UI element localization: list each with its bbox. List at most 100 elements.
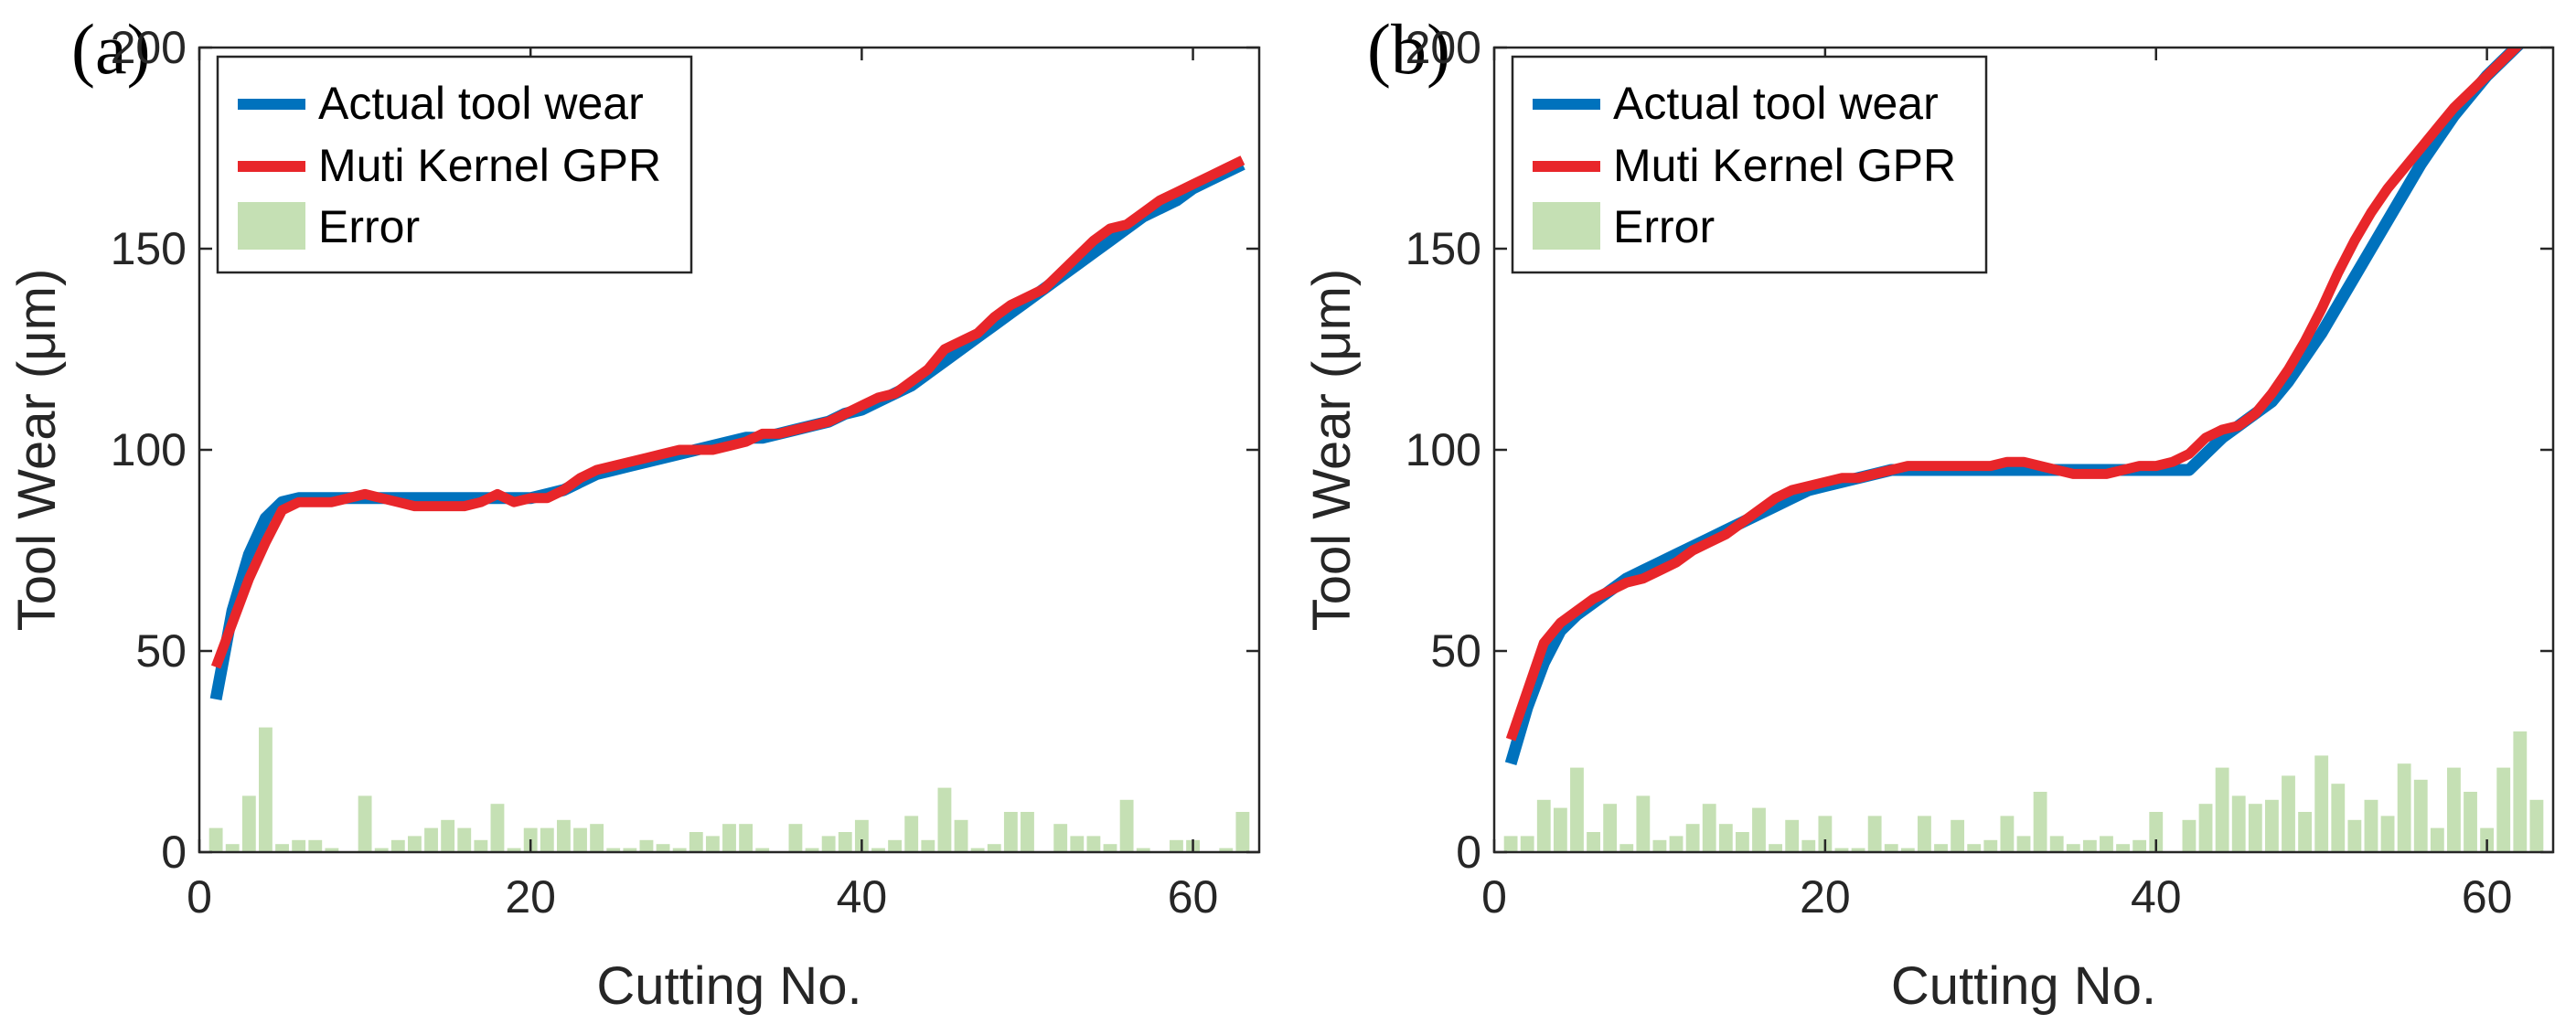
x-tick-label: 40 [2131, 871, 2182, 923]
error-bar [722, 824, 736, 852]
error-bar [441, 819, 455, 852]
error-bar [1103, 844, 1117, 852]
chart-panel-a: (a) 0 50 100 150 200 0 20 40 60 Cutting No. Tool We… [7, 9, 1261, 1016]
error-bar [656, 844, 670, 852]
error-bars [1503, 731, 2544, 852]
error-bar [2413, 779, 2428, 852]
panel-label: (b) [1367, 9, 1450, 89]
y-tick-label: 50 [135, 625, 187, 677]
error-bar [1070, 836, 1085, 852]
error-bar [2000, 816, 2015, 852]
error-bar [2298, 812, 2313, 852]
error-bar [225, 844, 240, 852]
legend-swatch-error [1533, 202, 1600, 250]
legend-label: Actual tool wear [1613, 78, 1939, 129]
error-bar [2082, 839, 2097, 852]
y-tick-label: 200 [111, 22, 187, 73]
error-bar [308, 839, 323, 852]
error-bar [407, 836, 422, 852]
error-bar [2513, 731, 2528, 852]
error-bar [2364, 799, 2378, 852]
legend-label: Actual tool wear [318, 78, 644, 129]
error-bar [358, 795, 372, 852]
error-bar [689, 832, 703, 852]
error-bar [1520, 836, 1534, 852]
legend-label: Error [318, 201, 420, 252]
error-bars [208, 727, 1250, 852]
error-bar [2380, 816, 2395, 852]
error-bar [1867, 816, 1882, 852]
error-bar [1219, 848, 1234, 852]
error-bar [2215, 767, 2229, 852]
chart-panel-b: (b) 0 50 100 150 200 0 20 40 60 Cutting No. Tool We… [1302, 9, 2555, 1016]
error-bar [639, 839, 654, 852]
error-bar [1503, 836, 1518, 852]
error-bar [838, 832, 852, 852]
error-bar [1119, 799, 1134, 852]
error-bar [1685, 824, 1700, 852]
error-bar [1603, 804, 1618, 852]
muti-kernel-gpr-line [210, 155, 1245, 669]
error-bar [2100, 836, 2113, 852]
error-bar [871, 848, 885, 852]
error-bar [2066, 844, 2080, 852]
error-bar [606, 848, 621, 852]
y-axis-label: Tool Wear (μm) [1302, 269, 1362, 632]
y-tick-label: 100 [111, 424, 187, 475]
error-bar [2016, 836, 2031, 852]
error-bar [1983, 839, 1998, 852]
error-bar [2248, 804, 2262, 852]
error-bar [507, 848, 521, 852]
legend: Actual tool wear Muti Kernel GPR Error [1511, 55, 1988, 274]
error-bar [1235, 812, 1250, 852]
error-bar [292, 839, 306, 852]
x-tick-label: 0 [1481, 871, 1507, 923]
error-bar [921, 839, 935, 852]
x-axis-label: Cutting No. [1891, 956, 2156, 1016]
error-bar [573, 827, 587, 852]
error-bar [1669, 836, 1683, 852]
error-bar [1967, 844, 1982, 852]
error-bar [1769, 844, 1783, 852]
error-bar [705, 836, 720, 852]
error-bar [259, 727, 273, 852]
error-bar [1884, 844, 1898, 852]
error-bar [1086, 836, 1101, 852]
error-bar [1951, 819, 1965, 852]
y-tick-label: 0 [161, 827, 187, 878]
legend: Actual tool wear Muti Kernel GPR Error [216, 55, 693, 274]
error-bar [2331, 784, 2346, 852]
error-bar [2496, 767, 2511, 852]
x-tick-label: 20 [1800, 871, 1851, 923]
error-bar [1918, 816, 1931, 852]
error-bar [1587, 832, 1600, 852]
x-tick-label: 0 [187, 871, 212, 923]
legend-swatch-error [238, 202, 305, 250]
error-bar [821, 836, 836, 852]
error-bar [755, 848, 770, 852]
error-bar [540, 827, 554, 852]
error-bar [1801, 839, 1816, 852]
error-bar [1553, 807, 1567, 852]
legend-label: Error [1613, 201, 1715, 252]
muti-kernel-gpr-line [1505, 48, 2524, 742]
error-bar [788, 824, 803, 852]
panel-label: (a) [71, 9, 151, 89]
error-bar [1785, 819, 1800, 852]
error-bar [1021, 812, 1034, 852]
error-bar [2116, 844, 2130, 852]
error-bar [490, 804, 505, 852]
error-bar [739, 824, 754, 852]
error-bar [1934, 844, 1948, 852]
y-tick-label: 200 [1406, 22, 1481, 73]
error-bar [2231, 795, 2246, 852]
error-bar [1718, 824, 1733, 852]
error-bar [2347, 819, 2362, 852]
error-bar [208, 827, 223, 852]
error-bar [2447, 767, 2461, 852]
error-bar [805, 848, 819, 852]
error-bar [1752, 807, 1766, 852]
error-bar [590, 824, 604, 852]
error-bar [1136, 848, 1150, 852]
